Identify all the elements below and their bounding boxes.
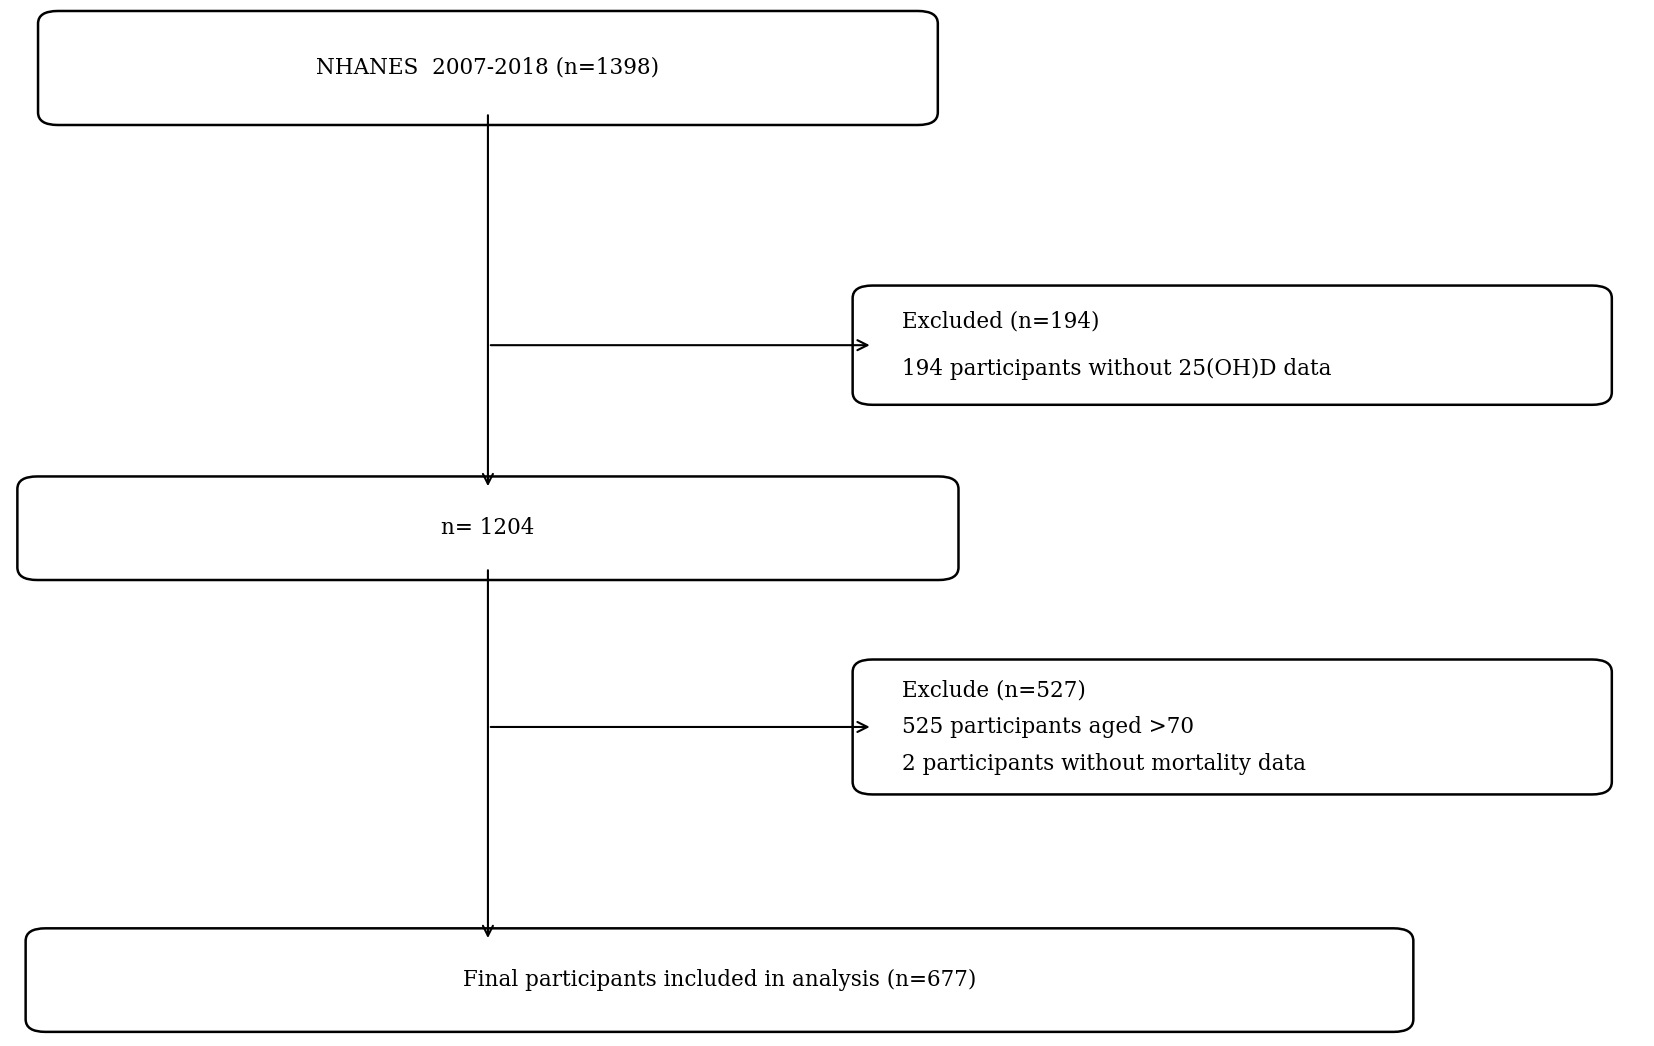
FancyBboxPatch shape bbox=[853, 286, 1611, 405]
Text: n= 1204: n= 1204 bbox=[442, 517, 534, 540]
FancyBboxPatch shape bbox=[853, 660, 1611, 795]
Text: Final participants included in analysis (n=677): Final participants included in analysis … bbox=[463, 969, 976, 992]
Text: 525 participants aged >70: 525 participants aged >70 bbox=[903, 715, 1194, 738]
Text: 2 participants without mortality data: 2 participants without mortality data bbox=[903, 752, 1307, 775]
Text: Excluded (n=194): Excluded (n=194) bbox=[903, 311, 1100, 333]
FancyBboxPatch shape bbox=[17, 477, 959, 579]
Text: Exclude (n=527): Exclude (n=527) bbox=[903, 679, 1087, 702]
Text: 194 participants without 25(OH)D data: 194 participants without 25(OH)D data bbox=[903, 358, 1331, 380]
FancyBboxPatch shape bbox=[38, 10, 938, 124]
Text: NHANES  2007-2018 (n=1398): NHANES 2007-2018 (n=1398) bbox=[316, 56, 660, 79]
FancyBboxPatch shape bbox=[26, 929, 1413, 1031]
